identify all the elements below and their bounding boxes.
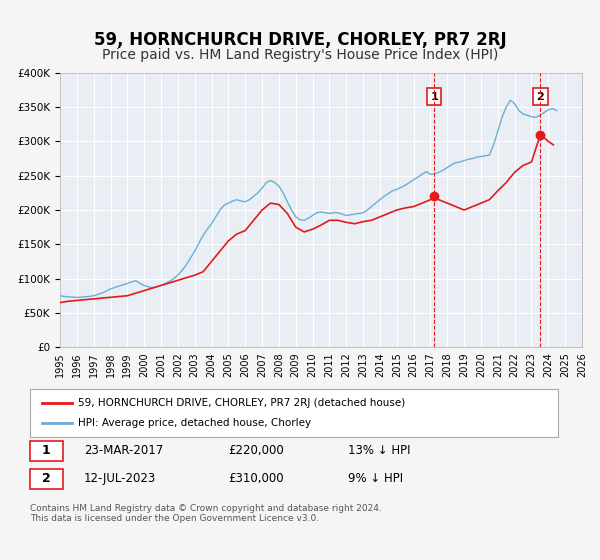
Text: 12-JUL-2023: 12-JUL-2023: [84, 472, 156, 486]
Text: £220,000: £220,000: [228, 444, 284, 458]
Text: 2: 2: [536, 92, 544, 102]
Text: HPI: Average price, detached house, Chorley: HPI: Average price, detached house, Chor…: [78, 418, 311, 428]
Text: £310,000: £310,000: [228, 472, 284, 486]
Text: 2: 2: [42, 472, 50, 486]
Text: 59, HORNCHURCH DRIVE, CHORLEY, PR7 2RJ (detached house): 59, HORNCHURCH DRIVE, CHORLEY, PR7 2RJ (…: [78, 398, 405, 408]
Text: 9% ↓ HPI: 9% ↓ HPI: [348, 472, 403, 486]
Text: 23-MAR-2017: 23-MAR-2017: [84, 444, 163, 458]
Text: Contains HM Land Registry data © Crown copyright and database right 2024.
This d: Contains HM Land Registry data © Crown c…: [30, 504, 382, 524]
Text: 1: 1: [430, 92, 438, 102]
Text: 59, HORNCHURCH DRIVE, CHORLEY, PR7 2RJ: 59, HORNCHURCH DRIVE, CHORLEY, PR7 2RJ: [94, 31, 506, 49]
Text: 1: 1: [42, 444, 50, 458]
Text: Price paid vs. HM Land Registry's House Price Index (HPI): Price paid vs. HM Land Registry's House …: [102, 48, 498, 62]
Text: 13% ↓ HPI: 13% ↓ HPI: [348, 444, 410, 458]
